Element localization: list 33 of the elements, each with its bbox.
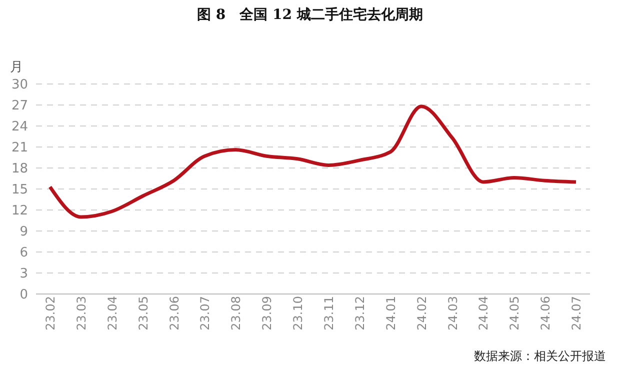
x-tick-label: 23.11 <box>322 296 336 330</box>
x-tick-label: 23.03 <box>74 296 88 330</box>
x-tick-label: 24.05 <box>508 296 522 330</box>
y-tick-label: 0 <box>20 288 28 303</box>
x-tick-label: 24.01 <box>384 296 398 330</box>
chart-title: 图 8 全国 12 城二手住宅去化周期 <box>196 6 424 24</box>
x-tick-label: 23.09 <box>260 296 274 330</box>
y-axis-title: 月 <box>10 59 23 76</box>
x-tick-label: 23.04 <box>105 296 120 330</box>
x-tick-label: 23.10 <box>291 296 306 330</box>
y-tick-label: 30 <box>11 78 28 93</box>
x-tick-label: 24.04 <box>476 296 491 330</box>
y-tick-label: 18 <box>11 162 28 177</box>
line-series <box>48 104 578 219</box>
x-tick-label: 23.06 <box>167 296 182 330</box>
y-tick-label: 15 <box>11 182 28 198</box>
y-tick-label: 6 <box>20 246 28 261</box>
y-tick-label: 9 <box>20 224 28 240</box>
source-note: 数据来源：相关公开报道 <box>474 348 606 365</box>
x-tick-label: 24.02 <box>414 296 429 330</box>
x-tick-label: 23.12 <box>352 296 367 330</box>
y-tick-label: 27 <box>11 98 28 114</box>
x-tick-label: 24.03 <box>446 296 460 330</box>
y-tick-label: 24 <box>11 120 28 135</box>
x-tick-label: 24.07 <box>570 296 584 330</box>
x-tick-label: 23.02 <box>44 296 58 330</box>
y-tick-label: 21 <box>11 140 28 156</box>
y-tick-label: 3 <box>20 266 28 282</box>
x-tick-label: 23.07 <box>198 296 212 330</box>
x-tick-label: 24.06 <box>538 296 553 330</box>
x-tick-label: 23.05 <box>136 296 150 330</box>
x-tick-label: 23.08 <box>229 296 244 330</box>
y-tick-label: 12 <box>11 204 28 219</box>
